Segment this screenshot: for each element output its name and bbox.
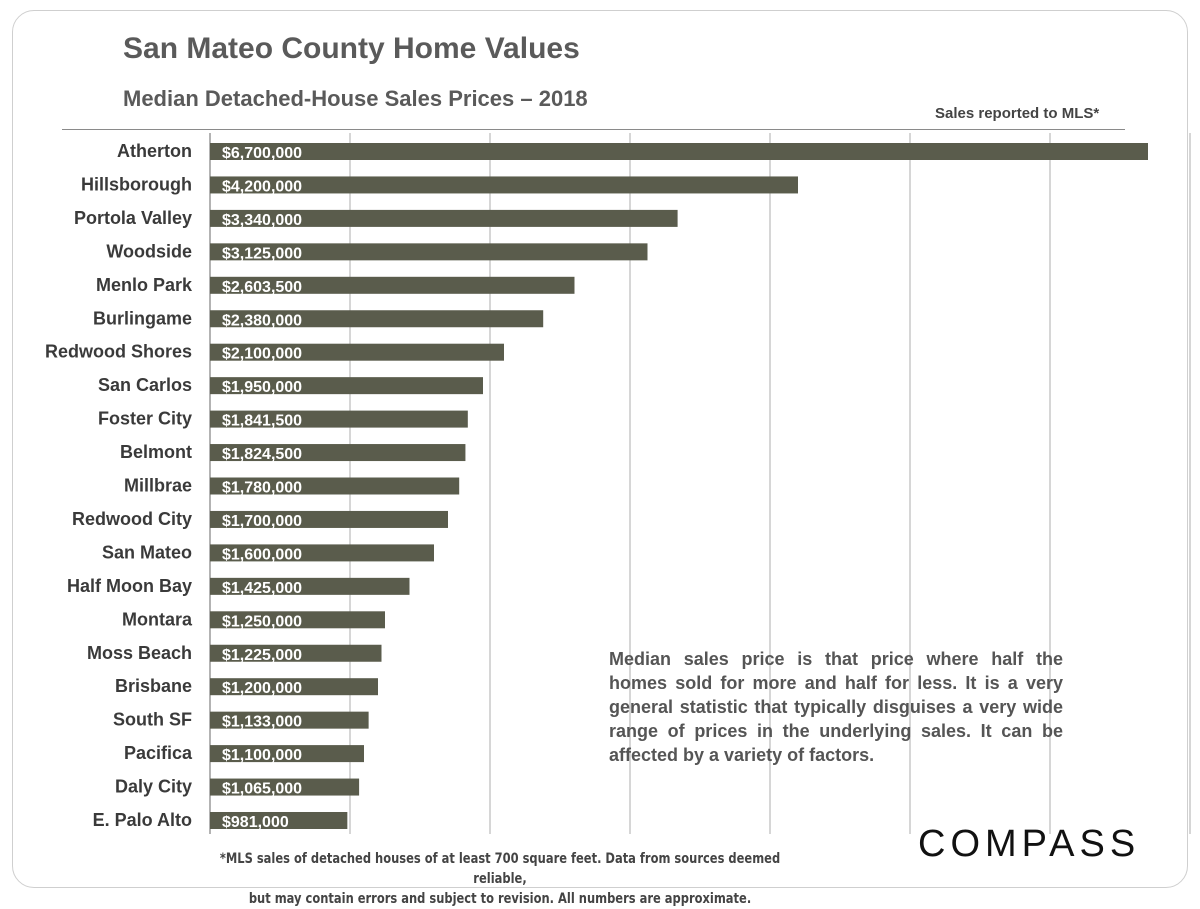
bar (210, 644, 382, 662)
value-label: $6,700,000 (222, 145, 302, 162)
footnote-line-1: *MLS sales of detached houses of at leas… (219, 851, 781, 887)
bar (210, 410, 468, 428)
value-label: $3,125,000 (222, 245, 302, 262)
category-label: Burlingame (93, 308, 192, 328)
value-label: $1,425,000 (222, 580, 302, 597)
category-label: Woodside (106, 241, 192, 261)
compass-logo: COMPASS (918, 823, 1141, 865)
bar (210, 477, 460, 495)
value-label: $1,250,000 (222, 613, 302, 630)
category-label: South SF (113, 710, 192, 730)
category-label: Portola Valley (74, 208, 192, 228)
bar (210, 778, 360, 796)
category-labels: Atherton Hillsborough Portola Valley Woodsi… (45, 141, 193, 830)
category-label: Menlo Park (96, 275, 193, 295)
value-label: $1,133,000 (222, 714, 302, 731)
category-label: Belmont (120, 442, 192, 462)
bar (210, 444, 466, 462)
category-label: Redwood City (72, 509, 192, 529)
bar (210, 143, 1148, 160)
bar (210, 812, 348, 829)
mls-note: Sales reported to MLS* (935, 105, 1100, 122)
value-label: $1,950,000 (222, 379, 302, 396)
value-labels: $6,700,000 $4,200,000 $3,340,000 $3,125,000… (222, 145, 302, 831)
bar (210, 711, 369, 729)
bar (210, 176, 798, 194)
value-label: $1,841,500 (222, 413, 302, 430)
value-label: $1,600,000 (222, 546, 302, 563)
bars (210, 143, 1148, 829)
footnote: *MLS sales of detached houses of at leas… (205, 849, 795, 909)
bar (210, 611, 385, 629)
category-label: Half Moon Bay (67, 576, 192, 596)
bar (210, 243, 648, 261)
category-label: Hillsborough (81, 174, 192, 194)
header-divider (62, 129, 1125, 130)
bar (210, 745, 364, 763)
value-label: $1,780,000 (222, 480, 302, 497)
category-label: San Carlos (98, 375, 192, 395)
value-label: $1,824,500 (222, 446, 302, 463)
bar (210, 377, 483, 395)
value-label: $1,700,000 (222, 513, 302, 530)
category-label: E. Palo Alto (93, 810, 192, 830)
category-label: Montara (122, 609, 193, 629)
value-label: $2,380,000 (222, 312, 302, 329)
category-label: Pacifica (124, 743, 193, 763)
footnote-line-2: but may contain errors and subject to re… (248, 891, 752, 907)
value-label: $2,603,500 (222, 279, 302, 296)
value-label: $1,225,000 (222, 647, 302, 664)
bar (210, 577, 410, 595)
value-label: $1,065,000 (222, 781, 302, 798)
category-label: Moss Beach (87, 643, 192, 663)
bar (210, 209, 678, 227)
chart-subtitle: Median Detached-House Sales Prices – 201… (123, 86, 588, 111)
value-label: $3,340,000 (222, 212, 302, 229)
value-label: $1,200,000 (222, 680, 302, 697)
value-label: $2,100,000 (222, 346, 302, 363)
bar (210, 544, 434, 562)
category-label: Brisbane (115, 676, 192, 696)
category-label: Millbrae (124, 476, 192, 496)
bar (210, 678, 378, 696)
bar (210, 510, 448, 528)
annotation-text: Median sales price is that price where h… (609, 649, 1063, 765)
category-label: Foster City (98, 409, 192, 429)
chart-title: San Mateo County Home Values (123, 32, 580, 65)
value-label: $1,100,000 (222, 747, 302, 764)
category-label: Redwood Shores (45, 342, 192, 362)
bar (210, 310, 544, 328)
category-label: Atherton (117, 141, 192, 161)
category-label: Daly City (115, 777, 192, 797)
bar (210, 276, 575, 294)
category-label: San Mateo (102, 542, 192, 562)
value-label: $981,000 (222, 814, 289, 831)
value-label: $4,200,000 (222, 178, 302, 195)
bar (210, 343, 504, 361)
